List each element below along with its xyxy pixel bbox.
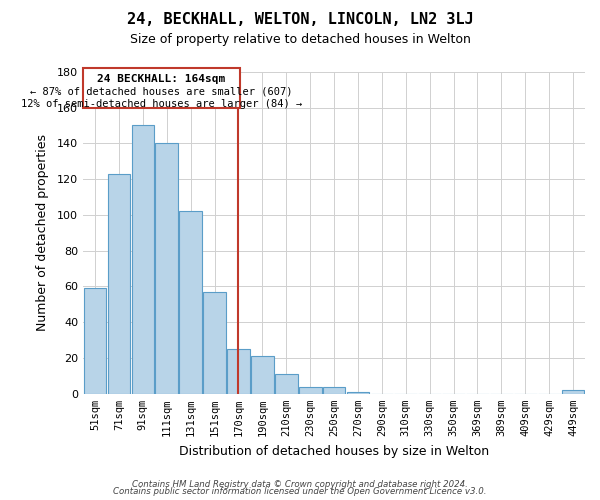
Bar xyxy=(275,374,298,394)
Bar xyxy=(84,288,106,394)
Text: Size of property relative to detached houses in Welton: Size of property relative to detached ho… xyxy=(130,32,470,46)
Text: 12% of semi-detached houses are larger (84) →: 12% of semi-detached houses are larger (… xyxy=(21,98,302,108)
FancyBboxPatch shape xyxy=(83,68,239,108)
Bar xyxy=(107,174,130,394)
Text: Contains HM Land Registry data © Crown copyright and database right 2024.: Contains HM Land Registry data © Crown c… xyxy=(132,480,468,489)
X-axis label: Distribution of detached houses by size in Welton: Distribution of detached houses by size … xyxy=(179,444,489,458)
Bar xyxy=(299,386,322,394)
Bar xyxy=(562,390,584,394)
Text: 24 BECKHALL: 164sqm: 24 BECKHALL: 164sqm xyxy=(97,74,226,84)
Bar xyxy=(203,292,226,394)
Bar xyxy=(179,212,202,394)
Bar xyxy=(323,386,346,394)
Text: Contains public sector information licensed under the Open Government Licence v3: Contains public sector information licen… xyxy=(113,488,487,496)
Bar xyxy=(347,392,370,394)
Text: ← 87% of detached houses are smaller (607): ← 87% of detached houses are smaller (60… xyxy=(30,86,293,96)
Y-axis label: Number of detached properties: Number of detached properties xyxy=(36,134,49,332)
Bar xyxy=(131,126,154,394)
Text: 24, BECKHALL, WELTON, LINCOLN, LN2 3LJ: 24, BECKHALL, WELTON, LINCOLN, LN2 3LJ xyxy=(127,12,473,28)
Bar xyxy=(227,349,250,394)
Bar xyxy=(251,356,274,394)
Bar xyxy=(155,144,178,394)
